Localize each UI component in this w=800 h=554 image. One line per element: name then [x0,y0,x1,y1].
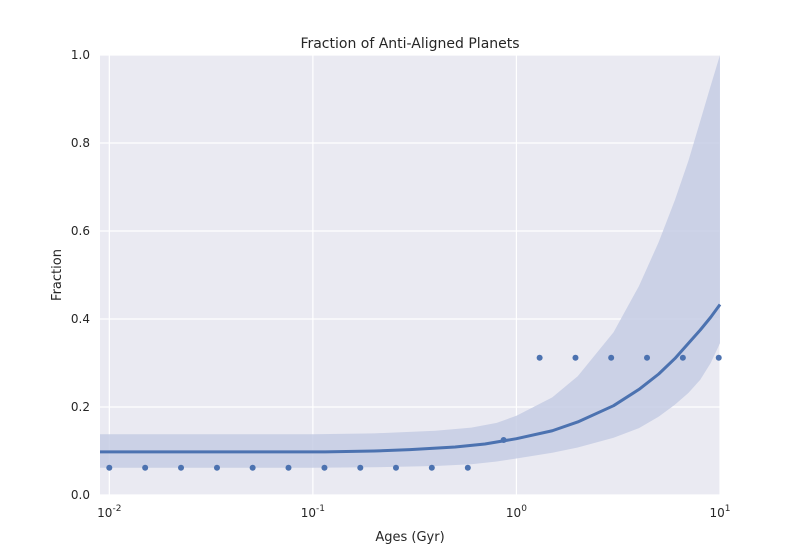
data-point [249,464,256,471]
x-axis-label: Ages (Gyr) [375,530,444,545]
data-point [357,464,364,471]
y-tick-labels: 0.0 0.2 0.4 0.6 0.8 1.0 [71,48,90,502]
x-tick-labels: 10-2 10-1 100 101 [97,504,730,520]
data-point [464,464,471,471]
x-tick-label: 101 [709,504,730,520]
fit-line [100,303,722,454]
data-point [679,354,686,361]
y-tick-label: 0.0 [71,488,90,502]
data-points-layer [106,354,722,471]
data-point [321,464,328,471]
data-point [392,464,399,471]
data-point [572,354,579,361]
data-point [142,464,149,471]
x-tick-label: 10-2 [97,504,121,520]
data-point [213,464,220,471]
data-point [644,354,651,361]
x-tick-label: 10-1 [301,504,325,520]
data-point [106,464,113,471]
y-tick-label: 0.6 [71,224,90,238]
x-tick-label: 100 [506,504,527,520]
data-point [285,464,292,471]
data-point [178,464,185,471]
y-tick-label: 1.0 [71,48,90,62]
data-point [608,354,615,361]
y-tick-label: 0.2 [71,400,90,414]
fit-line-layer [100,303,722,454]
data-point [715,354,722,361]
y-tick-label: 0.8 [71,136,90,150]
y-axis-label: Fraction [50,249,65,301]
data-point [536,354,543,361]
chart-title: Fraction of Anti-Aligned Planets [300,36,519,52]
data-point [428,464,435,471]
y-tick-label: 0.4 [71,312,90,326]
data-point [500,437,507,443]
